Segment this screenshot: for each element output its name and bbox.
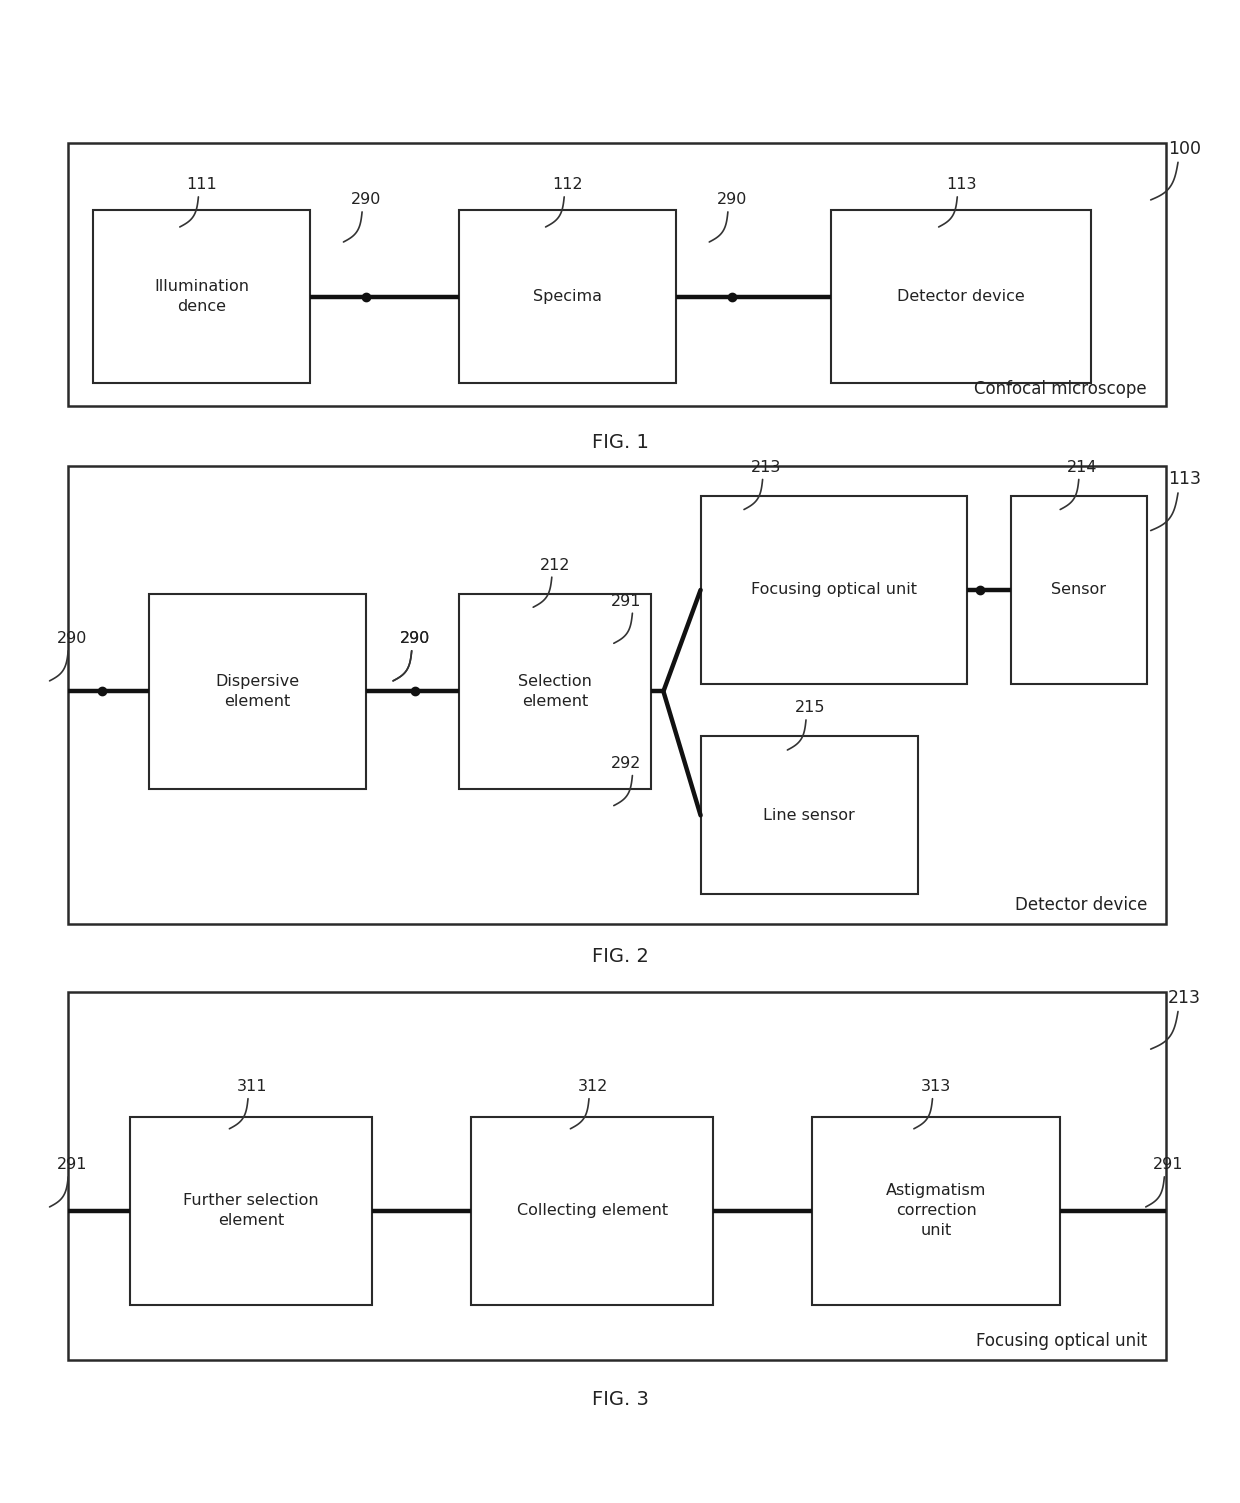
Text: Dispersive
element: Dispersive element — [216, 673, 299, 709]
Bar — [1011, 496, 1147, 684]
Text: 290: 290 — [57, 631, 87, 646]
Text: 100: 100 — [1168, 140, 1200, 158]
Bar — [812, 1117, 1060, 1305]
Text: Focusing optical unit: Focusing optical unit — [751, 583, 916, 597]
Text: Confocal microscope: Confocal microscope — [975, 380, 1147, 398]
Text: 292: 292 — [611, 756, 641, 771]
Text: 290: 290 — [717, 192, 746, 207]
Text: FIG. 3: FIG. 3 — [591, 1390, 649, 1410]
Text: 291: 291 — [611, 594, 641, 609]
Bar — [68, 992, 1166, 1360]
Text: Selection
element: Selection element — [518, 673, 591, 709]
Bar — [459, 594, 651, 789]
Text: Sensor: Sensor — [1052, 583, 1106, 597]
Text: 213: 213 — [1168, 989, 1200, 1007]
Bar — [459, 210, 676, 383]
Text: Detector device: Detector device — [897, 290, 1025, 304]
Text: FIG. 1: FIG. 1 — [591, 433, 649, 452]
Text: Astigmatism
correction
unit: Astigmatism correction unit — [887, 1183, 986, 1238]
Text: 290: 290 — [351, 192, 381, 207]
Bar — [68, 143, 1166, 406]
Bar — [471, 1117, 713, 1305]
Text: Detector device: Detector device — [1014, 896, 1147, 914]
Text: 113: 113 — [1168, 470, 1200, 488]
Text: 311: 311 — [237, 1079, 267, 1094]
Text: FIG. 2: FIG. 2 — [591, 947, 649, 966]
Text: 113: 113 — [946, 177, 976, 192]
Text: 112: 112 — [553, 177, 583, 192]
Bar — [701, 736, 918, 894]
Text: 214: 214 — [1068, 460, 1097, 475]
Text: Line sensor: Line sensor — [764, 809, 854, 822]
Text: 313: 313 — [921, 1079, 951, 1094]
Text: Focusing optical unit: Focusing optical unit — [976, 1332, 1147, 1350]
Text: 213: 213 — [751, 460, 781, 475]
Text: 291: 291 — [57, 1157, 87, 1172]
Text: Collecting element: Collecting element — [517, 1204, 667, 1217]
Bar — [831, 210, 1091, 383]
Text: 291: 291 — [1153, 1157, 1183, 1172]
Text: Further selection
element: Further selection element — [184, 1193, 319, 1228]
Text: 212: 212 — [541, 558, 570, 573]
Bar — [701, 496, 967, 684]
Text: 290: 290 — [401, 631, 430, 646]
Text: 215: 215 — [795, 700, 825, 715]
Text: 111: 111 — [187, 177, 217, 192]
Bar — [149, 594, 366, 789]
Text: Illumination
dence: Illumination dence — [154, 280, 249, 314]
Text: Specima: Specima — [533, 290, 601, 304]
Bar — [68, 466, 1166, 924]
Text: 290: 290 — [401, 631, 430, 646]
Bar — [93, 210, 310, 383]
Text: 312: 312 — [578, 1079, 608, 1094]
Bar — [130, 1117, 372, 1305]
